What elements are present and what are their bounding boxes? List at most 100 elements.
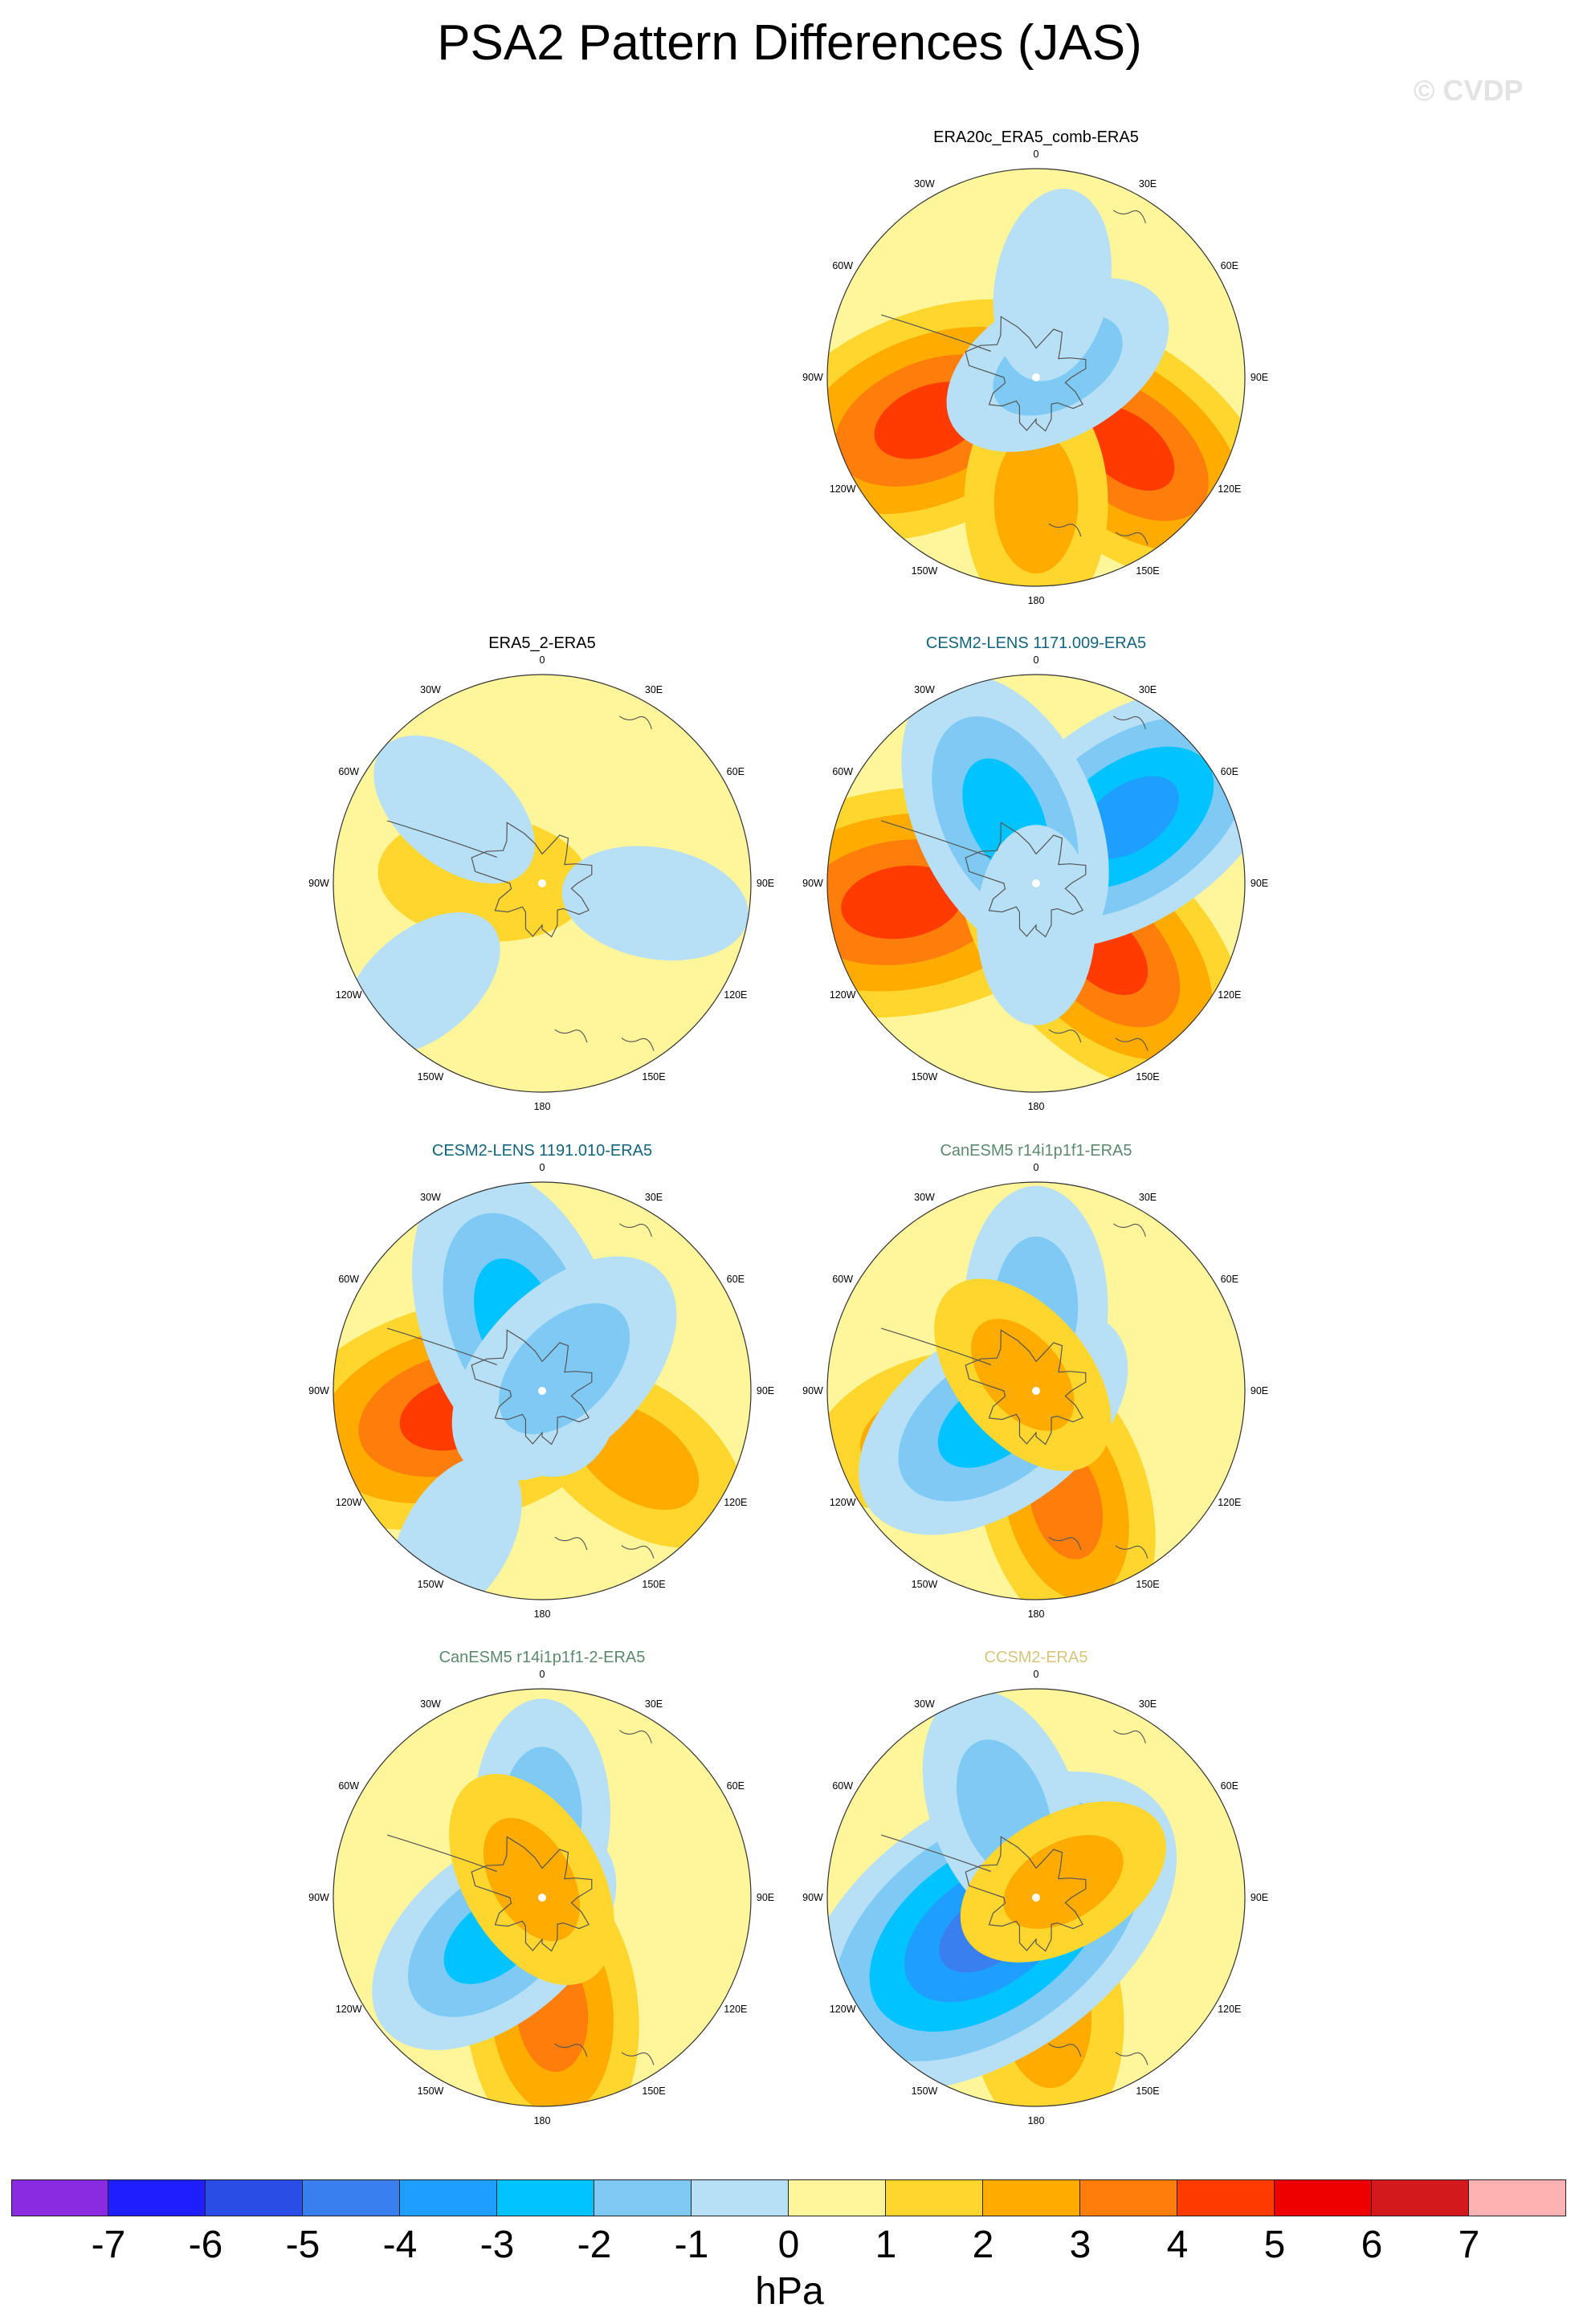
longitude-tick-label: 120E [1218, 989, 1242, 1001]
longitude-tick-label: 150W [417, 1070, 444, 1082]
coastline [554, 2043, 588, 2057]
map-border [826, 1181, 1246, 1600]
longitude-tick-label: 150E [1136, 2085, 1160, 2097]
longitude-tick-label: 30E [644, 1698, 663, 1710]
anomaly-feature [449, 1774, 614, 1985]
longitude-tick-label: 60E [1220, 1780, 1238, 1792]
coastline [619, 716, 652, 730]
coastline [880, 1327, 991, 1366]
colorbar-swatch [692, 2179, 789, 2216]
longitude-tick-label: 150W [911, 565, 938, 577]
anomaly-feature [960, 1801, 1166, 1963]
longitude-tick-label: 90E [1250, 1892, 1269, 1903]
longitude-tick-label: 180 [1027, 1608, 1045, 1620]
coastline [1113, 1730, 1146, 1744]
longitude-tick-label: 90E [1250, 372, 1269, 383]
coastline [965, 1836, 1087, 1952]
longitude-tick-label: 30E [644, 684, 663, 696]
longitude-tick-label: 90E [1250, 878, 1269, 889]
pole-marker [1032, 1387, 1040, 1395]
colorbar-swatch [594, 2179, 692, 2216]
panel-title: CESM2-LENS 1171.009-ERA5 [925, 634, 1147, 652]
coastline [1048, 1536, 1082, 1551]
longitude-tick-label: 90W [802, 1892, 823, 1903]
longitude-tick-label: 180 [1027, 595, 1045, 606]
longitude-tick-label: 30W [914, 1698, 935, 1710]
longitude-tick-label: 150E [1136, 1070, 1160, 1082]
longitude-tick-label: 0 [1033, 1162, 1039, 1173]
longitude-tick-label: 30E [1138, 1192, 1157, 1204]
coastline [965, 316, 1087, 432]
longitude-tick-label: 60E [1220, 1274, 1238, 1285]
longitude-tick-label: 60W [832, 1274, 854, 1285]
longitude-tick-label: 120E [724, 989, 748, 1001]
longitude-tick-label: 30E [1138, 178, 1157, 190]
colorbar-swatch [303, 2179, 400, 2216]
longitude-tick-label: 60E [726, 1274, 745, 1285]
longitude-tick-label: 150W [911, 1070, 938, 1082]
longitude-tick-label: 60E [726, 1780, 745, 1792]
pole-marker [1032, 1894, 1040, 1902]
coastline [619, 1730, 652, 1744]
pole-marker [538, 1894, 546, 1902]
units-label: hPa [755, 2270, 824, 2313]
longitude-tick-label: 60W [832, 1780, 854, 1792]
longitude-tick-label: 60W [832, 766, 854, 777]
map-border [333, 674, 752, 1093]
longitude-tick-label: 120W [829, 483, 856, 495]
panel-title: CESM2-LENS 1191.010-ERA5 [431, 1142, 653, 1160]
longitude-tick-label: 90W [308, 878, 329, 889]
longitude-tick-label: 150W [911, 2085, 938, 2097]
colorbar-swatch [983, 2179, 1080, 2216]
longitude-tick-label: 120W [335, 1497, 362, 1508]
coastline [386, 1327, 497, 1366]
coastline [554, 1536, 588, 1551]
coastline [471, 822, 593, 938]
longitude-tick-label: 90E [756, 1385, 775, 1396]
coastline [386, 820, 497, 858]
coastline [1048, 1029, 1082, 1043]
panel-title: CCSM2-ERA5 [984, 1649, 1088, 1666]
longitude-tick-label: 30E [644, 1192, 663, 1204]
longitude-tick-label: 0 [539, 1669, 545, 1680]
page-title: PSA2 Pattern Differences (JAS) [437, 15, 1142, 71]
longitude-tick-label: 30E [1138, 1698, 1157, 1710]
longitude-tick-label: 0 [1033, 654, 1039, 666]
panel-title: CanESM5 r14i1p1f1-ERA5 [940, 1142, 1132, 1160]
longitude-tick-label: 150E [1136, 565, 1160, 577]
polar-map [826, 168, 1246, 587]
longitude-tick-label: 0 [539, 1162, 545, 1173]
contour-level [483, 1817, 581, 1942]
anomaly-feature [451, 1256, 677, 1482]
longitude-tick-label: 30W [914, 178, 935, 190]
longitude-tick-label: 90E [756, 1892, 775, 1903]
coastline [386, 1834, 497, 1873]
longitude-tick-label: 30W [914, 1192, 935, 1204]
longitude-tick-label: 180 [1027, 1101, 1045, 1112]
coastline [471, 1836, 593, 1952]
colorbar-swatch [789, 2179, 886, 2216]
coastline [1113, 210, 1146, 224]
longitude-tick-label: 150E [642, 2085, 666, 2097]
longitude-tick-label: 90W [802, 878, 823, 889]
longitude-tick-label: 60W [338, 766, 360, 777]
coastline [880, 820, 991, 858]
longitude-tick-label: 180 [533, 1608, 551, 1620]
colorbar-label: -3 [479, 2224, 515, 2266]
polar-map [826, 674, 1246, 1093]
contour-level [993, 189, 1112, 381]
coastline [880, 1834, 991, 1873]
coastline [1048, 2043, 1082, 2057]
polar-map [826, 1688, 1246, 2107]
colorbar-label: -4 [382, 2224, 418, 2266]
longitude-tick-label: 30E [1138, 684, 1157, 696]
longitude-tick-label: 90W [308, 1892, 329, 1903]
colorbar-swatch [497, 2179, 594, 2216]
longitude-tick-label: 30W [914, 684, 935, 696]
longitude-tick-label: 120E [724, 1497, 748, 1508]
coastline [965, 1329, 1087, 1445]
colorbar-label: -2 [577, 2224, 612, 2266]
longitude-tick-label: 180 [533, 1101, 551, 1112]
longitude-tick-label: 150W [911, 1578, 938, 1590]
pole-marker [538, 1387, 546, 1395]
